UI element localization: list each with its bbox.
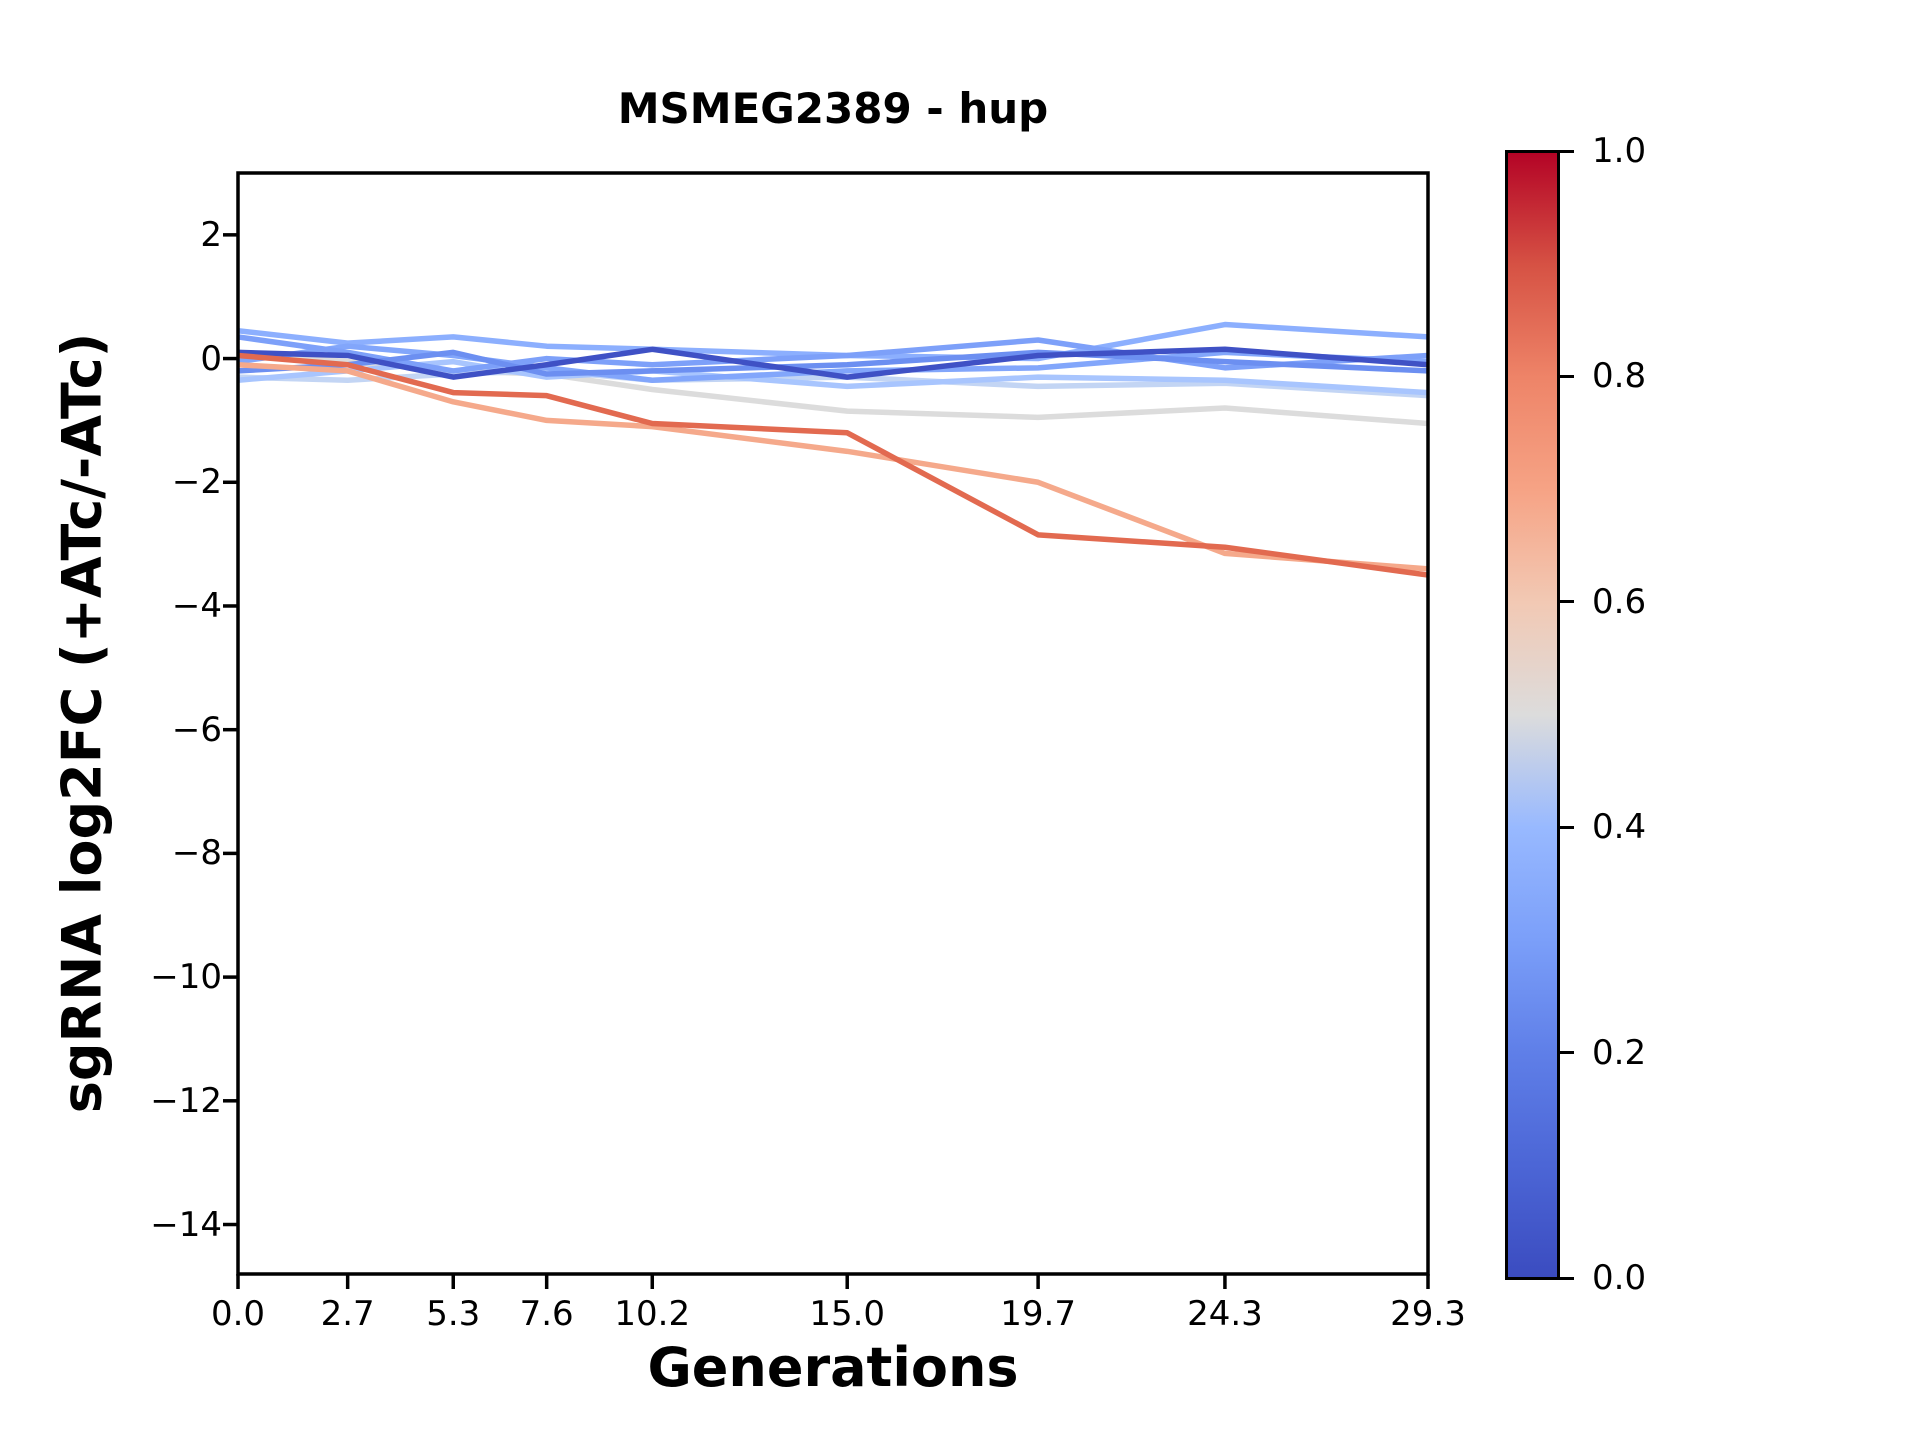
y-tick-label: −10 (150, 957, 222, 998)
y-tick-label: −2 (171, 462, 222, 503)
x-tick-label: 29.3 (1390, 1294, 1466, 1334)
x-tick-label: 24.3 (1187, 1294, 1263, 1334)
y-tick-label: −8 (171, 833, 222, 874)
series-line-sgRNA_red (237, 352, 1429, 578)
colorbar-tick-mark (1560, 149, 1574, 153)
colorbar (1505, 150, 1560, 1280)
x-tick-label: 0.0 (210, 1294, 266, 1334)
y-tick-label: 0 (200, 338, 222, 379)
series-line-sgRNA_salmon (237, 362, 1429, 572)
x-tick-label: 10.2 (614, 1294, 691, 1334)
colorbar-tick-mark (1560, 374, 1574, 378)
colorbar-tick-mark (1560, 1051, 1574, 1055)
series-line-sgRNA_dark_blue (237, 346, 1429, 380)
colorbar-tick-mark (1560, 825, 1574, 829)
colorbar-tick-label: 0.8 (1592, 356, 1647, 397)
colorbar-tick-label: 0.4 (1592, 807, 1647, 848)
y-tick-label: −6 (171, 709, 222, 750)
chart-title: MSMEG2389 - hup (617, 84, 1049, 133)
colorbar-tick-label: 0.6 (1592, 581, 1647, 622)
colorbar-tick-mark (1560, 600, 1574, 604)
x-tick-label: 2.7 (320, 1294, 375, 1334)
colorbar-tick-label: 1.0 (1592, 131, 1647, 171)
y-tick-label: −4 (171, 585, 222, 626)
colorbar-tick-label: 0.2 (1592, 1032, 1647, 1073)
colorbar-tick-label: 0.0 (1592, 1258, 1647, 1298)
colorbar-tick-mark (1560, 1276, 1574, 1280)
y-tick-label: −14 (150, 1204, 222, 1245)
x-axis-label: Generations (647, 1336, 1019, 1399)
x-tick-label: 7.6 (519, 1294, 574, 1334)
y-tick-label: 2 (200, 214, 222, 255)
x-tick-label: 19.7 (1000, 1294, 1076, 1334)
y-axis-label: sgRNA log2FC (+ATc/-ATc) (50, 332, 114, 1114)
x-tick-label: 15.0 (809, 1294, 886, 1334)
x-tick-label: 5.3 (426, 1294, 481, 1334)
axes-frame (236, 171, 1430, 1276)
y-tick-label: −12 (150, 1080, 222, 1121)
plot-area (223, 171, 1430, 1289)
